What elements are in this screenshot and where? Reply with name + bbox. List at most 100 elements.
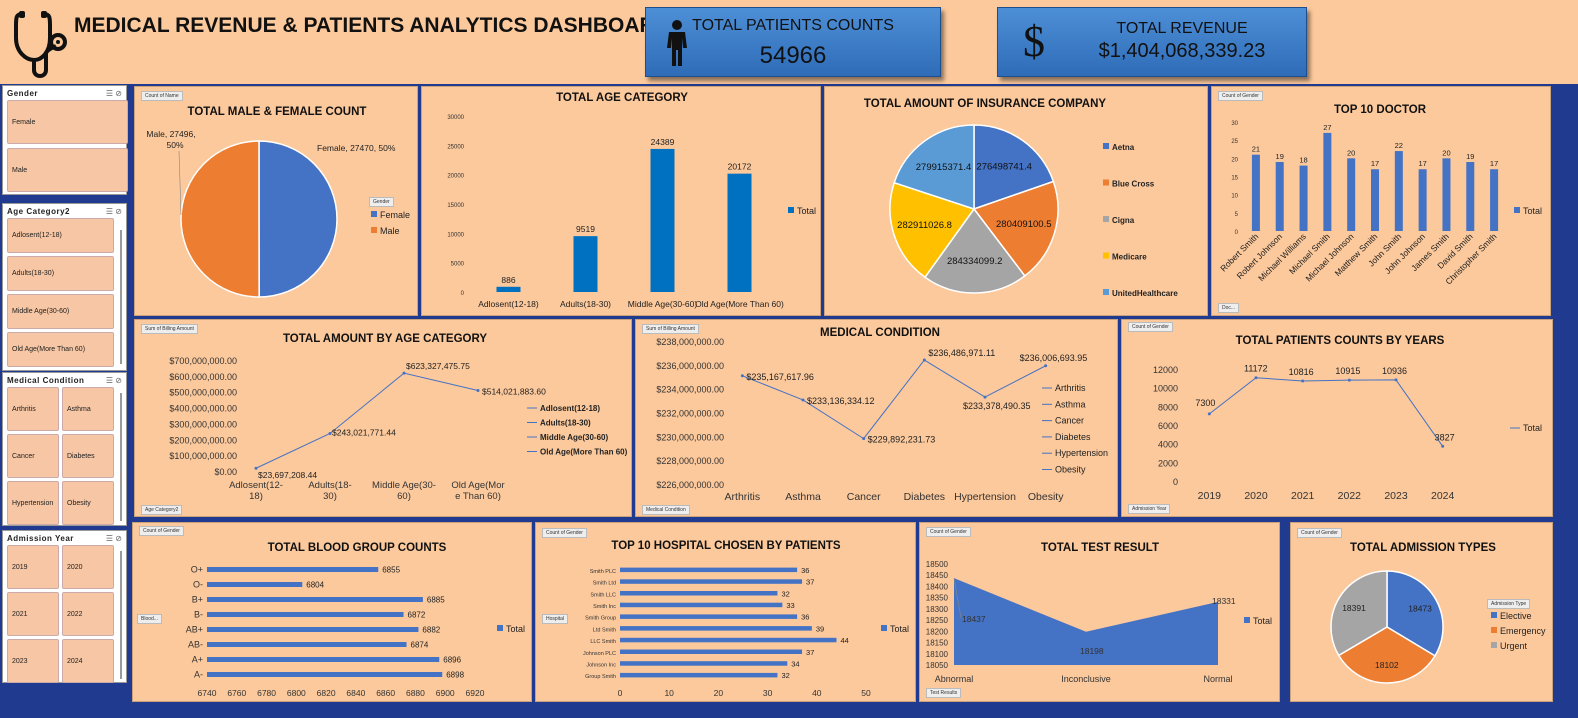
doctor-filter-button[interactable]: Doc...	[1218, 303, 1240, 313]
slicer-item[interactable]: 2020	[62, 545, 114, 589]
slicer-item[interactable]: Asthma	[62, 387, 114, 431]
slicer-item[interactable]: 2022	[62, 592, 114, 636]
pivot-field-tag: Sum of Billing Amount	[642, 324, 699, 334]
blood-chart: TOTAL BLOOD GROUP COUNTS 6740 6760 6780 6800…	[186, 542, 525, 698]
age-chart: TOTAL AGE CATEGORY 0 5000 10000 15000 20000 25…	[447, 92, 816, 309]
y-tick-label: B+	[192, 595, 203, 605]
legend-label: Female	[380, 210, 410, 220]
y-tick-label: A-	[194, 670, 203, 680]
y-tick-label: Smith Inc	[593, 604, 616, 610]
y-tick-label: $100,000,000.00	[169, 451, 237, 461]
slicer-item[interactable]: 2024	[62, 639, 114, 683]
slicer-item[interactable]: 2021	[7, 592, 59, 636]
legend-label: Aetna	[1112, 143, 1135, 152]
slicer-scrollbar[interactable]	[120, 393, 122, 521]
data-label: 20172	[728, 162, 752, 172]
legend-label: Cigna	[1112, 216, 1135, 225]
slicer-item[interactable]: Female	[7, 100, 128, 144]
data-label: 17	[1490, 159, 1498, 168]
slicer-item[interactable]: Arthritis	[7, 387, 59, 431]
data-label: 6885	[427, 596, 445, 605]
y-tick-label: O-	[193, 580, 203, 590]
filter-clear-icon[interactable]: ☰ ⊘	[105, 207, 122, 216]
bar	[1442, 158, 1451, 231]
x-tick-label: 2022	[1338, 490, 1362, 502]
data-point	[1254, 376, 1258, 380]
slicer-item[interactable]: Cancer	[7, 434, 59, 478]
slicer-item[interactable]: Old Age(More Than 60)	[7, 332, 114, 367]
y-tick-label: 18300	[926, 605, 949, 614]
data-label: 886	[501, 275, 515, 285]
y-tick-label: 18150	[926, 639, 949, 648]
legend-swatch	[1244, 617, 1250, 623]
blood-filter-button[interactable]: Blood...	[137, 614, 162, 624]
person-icon	[667, 20, 687, 66]
filter-clear-icon[interactable]: ☰ ⊘	[105, 89, 122, 98]
slicer-item[interactable]: Adlosent(12-18)	[7, 218, 114, 253]
year-slicer[interactable]: Admission Year ☰ ⊘ 2019 2020 2021 2022 2…	[2, 530, 127, 683]
data-label: 3827	[1435, 432, 1455, 442]
legend-label: Total	[506, 624, 525, 634]
y-tick-label: LLC Smith	[590, 639, 616, 645]
x-tick-label: 6900	[436, 688, 455, 698]
x-tick-label: Arthritis	[725, 491, 761, 503]
legend-label: Total	[1523, 423, 1542, 433]
bar	[620, 626, 812, 631]
filter-clear-icon[interactable]: ☰ ⊘	[105, 534, 122, 543]
data-label: 27	[1323, 123, 1331, 132]
data-point	[1301, 379, 1305, 383]
x-tick-label: 6820	[317, 688, 336, 698]
gender-slicer[interactable]: Gender ☰ ⊘ Female Male	[2, 85, 128, 195]
slicer-item[interactable]: Diabetes	[62, 434, 114, 478]
data-label: 280409100.5	[996, 219, 1051, 230]
slicer-item[interactable]: 2019	[7, 545, 59, 589]
admission-filter-button[interactable]: Admission Type	[1487, 599, 1531, 609]
data-point	[801, 398, 805, 402]
kpi-patients-card: TOTAL PATIENTS COUNTS 54966	[645, 7, 941, 77]
slicer-item[interactable]: Hypertension	[7, 481, 59, 525]
filter-clear-icon[interactable]: ☰ ⊘	[105, 376, 122, 385]
bar	[207, 627, 419, 632]
condition-filter-button[interactable]: Medical Condition	[642, 505, 690, 515]
legend-label: Adults(18-30)	[540, 419, 591, 428]
data-label: 282911026.8	[897, 220, 952, 231]
bar	[1323, 132, 1332, 231]
data-label: 17	[1371, 159, 1379, 168]
age-slicer[interactable]: Age Category2 ☰ ⊘ Adlosent(12-18) Adults…	[2, 203, 127, 371]
x-tick-label: 0	[618, 688, 623, 698]
legend-label: Medicare	[1112, 253, 1147, 262]
slicer-item[interactable]: Adults(18-30)	[7, 256, 114, 291]
legend-label: Total	[1253, 616, 1272, 626]
kpi-revenue-value: $1,404,068,339.23	[1098, 40, 1266, 62]
y-tick-label: $400,000,000.00	[169, 404, 237, 414]
bar	[620, 579, 803, 584]
data-label: 24389	[651, 137, 675, 147]
chart-title: TOTAL AGE CATEGORY	[556, 92, 688, 104]
test-filter-button[interactable]: Test Results	[926, 688, 962, 698]
slicer-scrollbar[interactable]	[120, 551, 122, 679]
chart-title: TOTAL ADMISSION TYPES	[1350, 542, 1496, 554]
dashboard-title: MEDICAL REVENUE & PATIENTS ANALYTICS DAS…	[74, 14, 670, 37]
y-tick-label: 2000	[1158, 458, 1178, 468]
slicer-item[interactable]: Middle Age(30-60)	[7, 294, 114, 329]
year-filter-button[interactable]: Admission Year	[1128, 504, 1171, 514]
slicer-item[interactable]: 2023	[7, 639, 59, 683]
age-filter-button[interactable]: Age Category2	[141, 505, 183, 515]
pivot-field-tag: Count of Name	[141, 91, 183, 101]
kpi-patients-label: TOTAL PATIENTS COUNTS	[692, 17, 894, 34]
slicer-item[interactable]: Male	[7, 148, 128, 192]
y-tick-label: 5000	[451, 262, 465, 268]
slicer-item[interactable]: Obesity	[62, 481, 114, 525]
data-label: $243,021,771.44	[332, 427, 396, 437]
pie-slice	[1330, 570, 1388, 657]
legend-label: Elective	[1500, 611, 1532, 621]
condition-slicer[interactable]: Medical Condition ☰ ⊘ Arthritis Asthma C…	[2, 372, 127, 526]
pie-slice	[923, 207, 1026, 294]
y-tick-label: $230,000,000.00	[656, 432, 724, 442]
slicer-scrollbar[interactable]	[120, 230, 122, 364]
bar	[1394, 151, 1403, 231]
gender-filter-button[interactable]: Gender	[369, 197, 394, 207]
y-tick-label: $700,000,000.00	[169, 356, 237, 366]
bar	[1275, 161, 1284, 231]
hospital-filter-button[interactable]: Hospital	[542, 614, 569, 624]
